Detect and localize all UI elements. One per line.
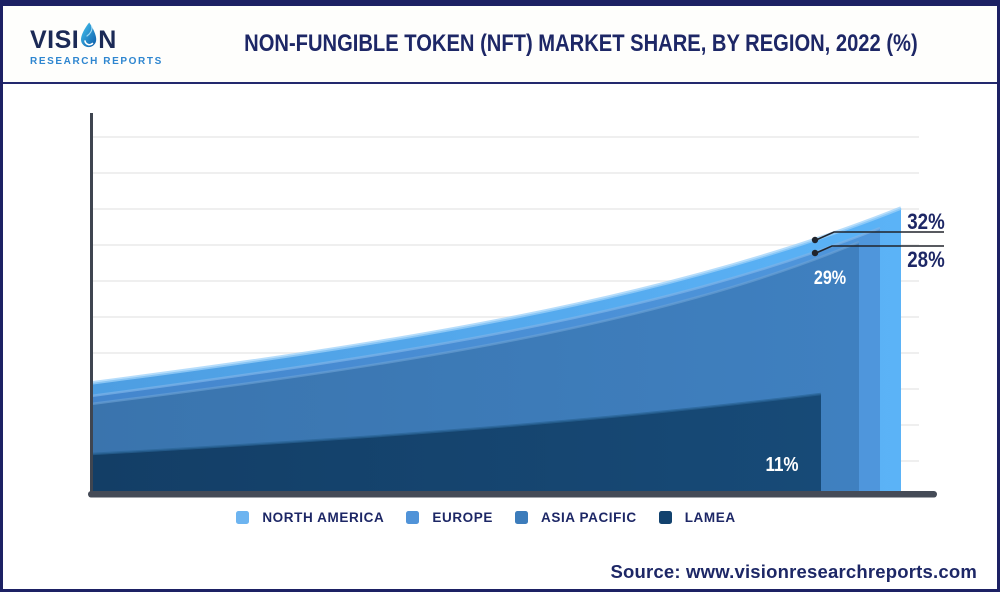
area-lamea — [90, 392, 822, 494]
legend-item-asia-pacific: ASIA PACIFIC — [514, 510, 637, 525]
legend-label-europe: EUROPE — [432, 510, 493, 525]
data-label-asia-pacific: 29% — [813, 268, 847, 289]
brand-name-prefix: VISI — [30, 25, 80, 54]
data-label-lamea: 11% — [765, 454, 799, 476]
legend-swatch-asia-pacific — [514, 511, 528, 524]
legend-item-europe: EUROPE — [406, 510, 493, 525]
legend-label-north-america: NORTH AMERICA — [262, 510, 385, 525]
legend-swatch-europe — [406, 511, 420, 524]
legend-swatch-lamea — [658, 511, 672, 524]
title-area: NON-FUNGIBLE TOKEN (NFT) MARKET SHARE, B… — [180, 29, 997, 57]
water-drop-icon — [80, 22, 97, 54]
brand-logo: VISI N RES — [30, 22, 180, 67]
source-credit: Source: www.visionresearchreports.com — [610, 561, 977, 582]
legend-item-north-america: NORTH AMERICA — [236, 510, 384, 525]
legend-item-lamea: LAMEA — [658, 510, 736, 525]
area-chart — [88, 113, 944, 498]
brand-tagline: RESEARCH REPORTS — [30, 55, 163, 67]
brand-name: VISI N — [30, 22, 180, 53]
header: VISI N RES — [3, 6, 997, 84]
brand-name-suffix: N — [98, 25, 117, 54]
data-label-north-america: 32% — [907, 209, 945, 234]
y-axis — [90, 113, 93, 496]
callout-north-america — [811, 231, 944, 244]
legend-swatch-north-america — [236, 511, 250, 524]
page-title: NON-FUNGIBLE TOKEN (NFT) MARKET SHARE, B… — [244, 29, 918, 57]
data-label-europe: 28% — [907, 247, 945, 272]
legend-label-asia-pacific: ASIA PACIFIC — [540, 510, 637, 525]
legend: NORTH AMERICA EUROPE ASIA PACIFIC LAMEA — [3, 510, 983, 525]
legend-label-lamea: LAMEA — [684, 510, 736, 525]
x-axis-baseline — [88, 491, 937, 498]
callout-europe — [811, 245, 944, 257]
